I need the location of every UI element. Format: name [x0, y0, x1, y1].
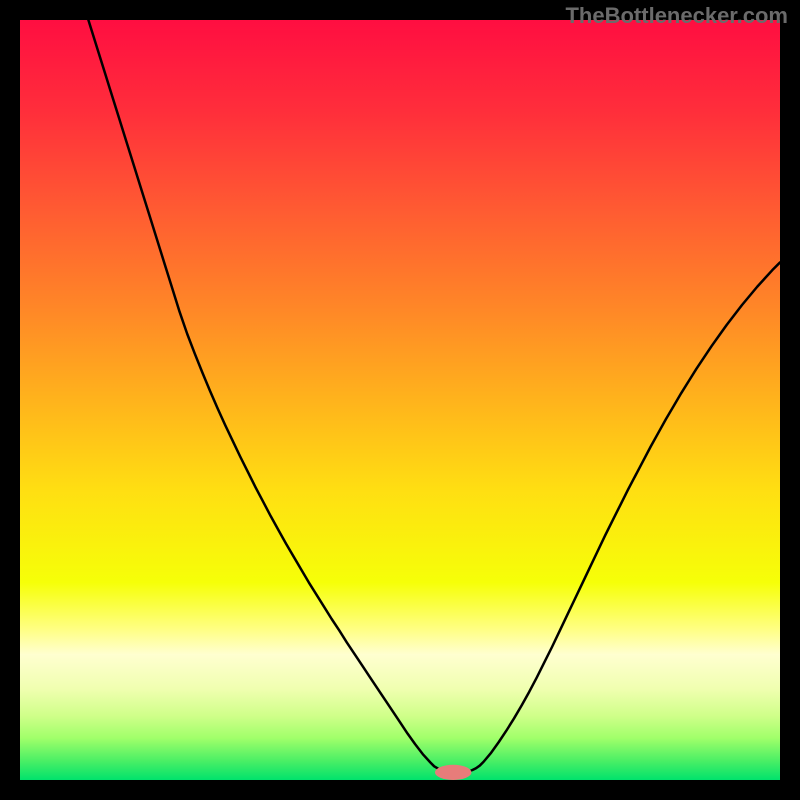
chart-stage: TheBottlenecker.com	[0, 0, 800, 800]
bottleneck-curve-plot	[20, 20, 780, 780]
optimum-marker	[435, 765, 471, 780]
watermark-text: TheBottlenecker.com	[565, 3, 788, 29]
plot-background	[20, 20, 780, 780]
